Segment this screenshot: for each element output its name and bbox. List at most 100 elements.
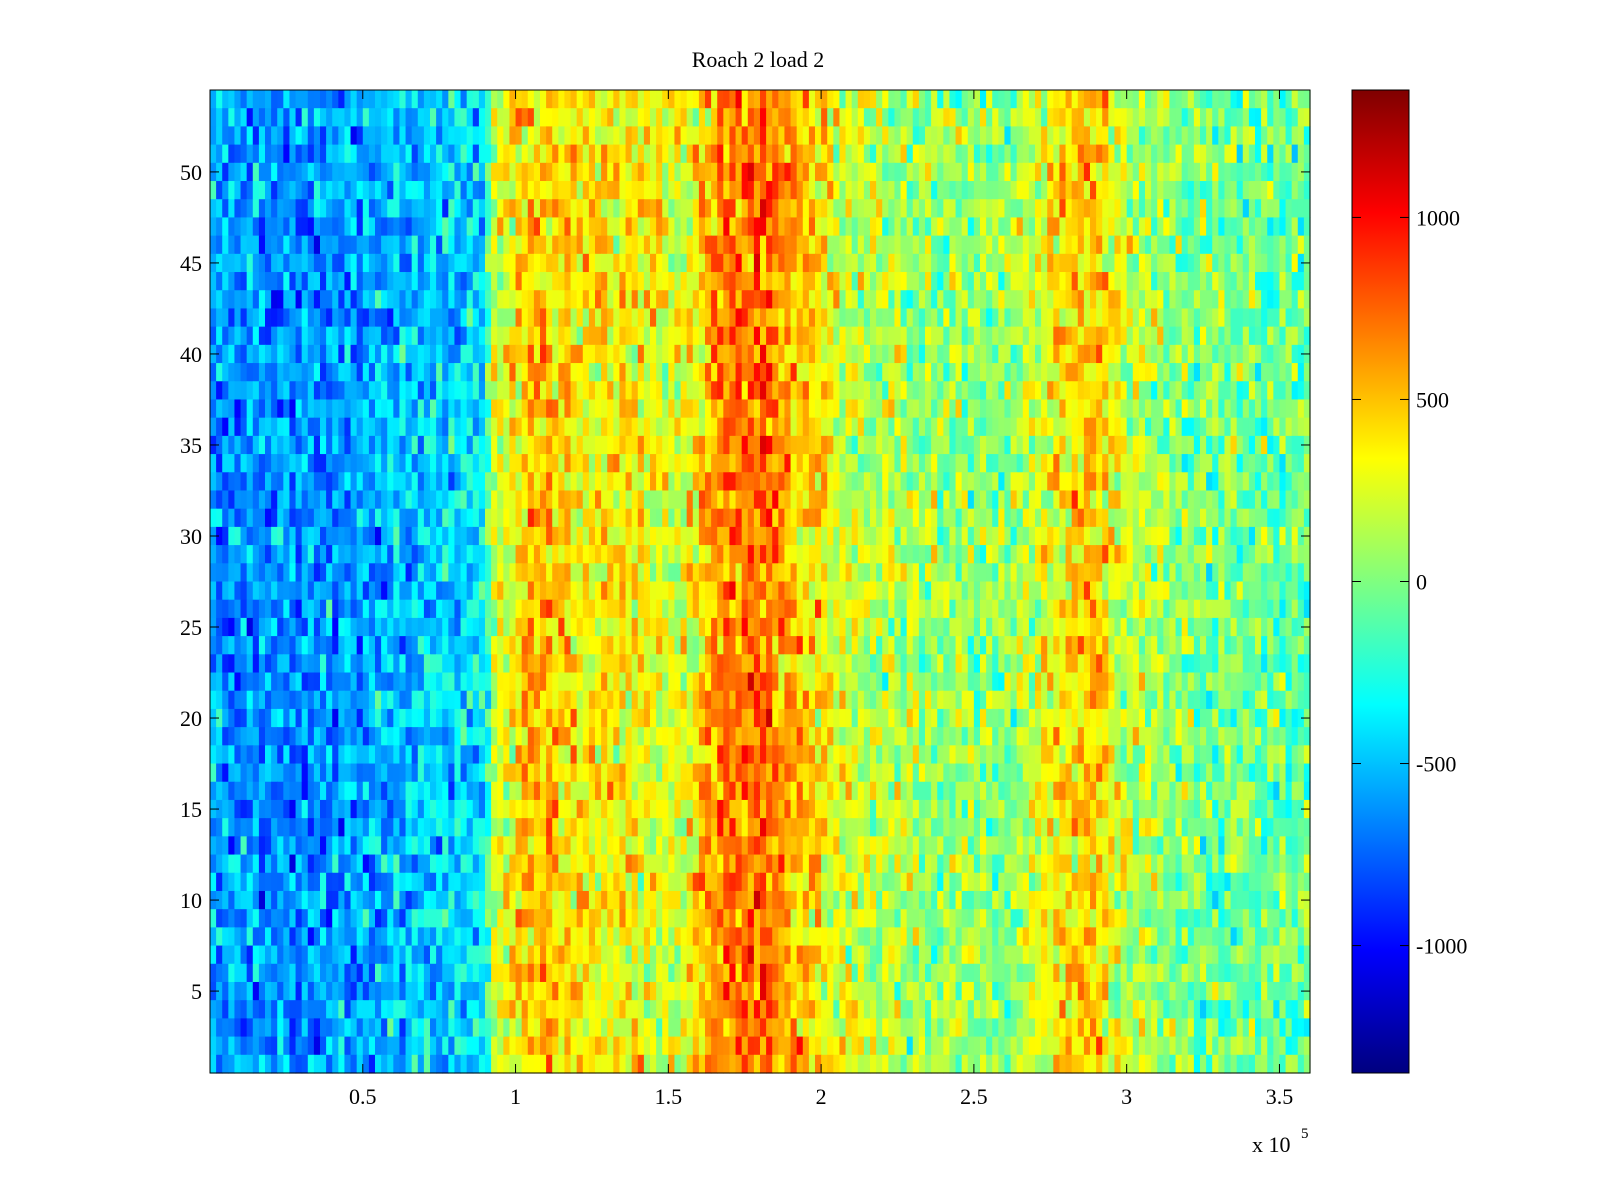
heatmap-cell [625,272,633,291]
heatmap-cell [436,217,443,237]
heatmap-cell [992,144,999,164]
heatmap-cell [234,454,242,473]
heatmap-cell [497,162,504,182]
heatmap-cell [625,526,633,546]
heatmap-cell [1004,435,1012,455]
heatmap-cell [570,217,578,237]
heatmap-cell [772,563,779,583]
heatmap-cell [1041,235,1048,255]
heatmap-cell [1132,381,1140,401]
heatmap-cell [961,308,969,328]
heatmap-cell [643,417,651,437]
heatmap-cell [423,272,431,291]
heatmap-cell [1163,454,1171,473]
heatmap-cell [320,90,327,109]
heatmap-cell [1248,545,1256,564]
heatmap-cell [1279,199,1287,219]
heatmap-cell [747,162,755,182]
heatmap-cell [1187,290,1195,310]
heatmap-cell [686,545,694,564]
heatmap-cell [258,344,266,364]
heatmap-cell [1212,126,1219,146]
heatmap-cell [833,144,841,164]
heatmap-cell [393,454,401,473]
heatmap-cell [1096,326,1103,346]
heatmap-cell [894,90,902,109]
heatmap-cell [1303,272,1311,291]
heatmap-cell [894,108,902,127]
heatmap-cell [301,508,309,528]
heatmap-cell [558,399,566,419]
heatmap-cell [808,399,816,419]
heatmap-cell [1285,490,1293,510]
heatmap-cell [656,253,663,273]
heatmap-cell [1114,454,1122,473]
heatmap-cell [320,526,327,546]
heatmap-cell [417,399,425,419]
heatmap-cell [851,363,859,382]
heatmap-cell [332,144,339,164]
heatmap-cell [888,399,896,419]
heatmap-cell [992,162,999,182]
heatmap-cell [509,472,517,492]
heatmap-cell [289,508,297,528]
heatmap-cell [570,363,578,382]
heatmap-cell [998,545,1006,564]
heatmap-cell [1255,326,1262,346]
heatmap-cell [356,526,364,546]
heatmap-cell [943,581,951,601]
heatmap-cell [265,290,272,310]
heatmap-cell [595,253,602,273]
heatmap-cell [570,181,578,200]
heatmap-cell [1303,563,1311,583]
heatmap-cell [527,217,535,237]
heatmap-cell [711,435,718,455]
heatmap-cell [210,290,217,310]
heatmap-cell [1004,108,1012,127]
heatmap-cell [332,199,339,219]
heatmap-cell [863,272,871,291]
heatmap-cell [1273,290,1281,310]
heatmap-cell [1077,344,1085,364]
heatmap-cell [344,344,352,364]
heatmap-cell [570,472,578,492]
heatmap-cell [1157,435,1164,455]
heatmap-cell [558,581,566,601]
heatmap-cell [943,326,951,346]
heatmap-cell [552,508,559,528]
heatmap-cell [417,272,425,291]
heatmap-cell [460,126,468,146]
heatmap-cell [1004,417,1012,437]
heatmap-cell [448,308,456,328]
heatmap-cell [1285,508,1293,528]
heatmap-cell [332,435,339,455]
heatmap-cell [729,581,737,601]
heatmap-cell [570,417,578,437]
heatmap-cell [613,235,621,255]
heatmap-cell [1138,181,1146,200]
heatmap-cell [662,508,669,528]
heatmap-cell [692,363,700,382]
heatmap-cell [784,363,792,382]
heatmap-cell [332,326,339,346]
heatmap-cell [399,326,407,346]
heatmap-cell [466,235,474,255]
heatmap-cell [662,435,669,455]
heatmap-cell [650,199,657,219]
heatmap-cell [796,162,804,182]
heatmap-cell [906,454,914,473]
heatmap-cell [1016,454,1024,473]
heatmap-cell [613,508,621,528]
heatmap-cell [692,108,700,127]
heatmap-cell [839,472,847,492]
heatmap-cell [766,344,773,364]
heatmap-cell [607,363,614,382]
heatmap-cell [546,217,553,237]
heatmap-cell [362,435,370,455]
heatmap-cell [1218,253,1226,273]
heatmap-cell [790,581,798,601]
heatmap-cell [662,326,669,346]
heatmap-cell [1126,563,1134,583]
heatmap-cell [405,490,413,510]
heatmap-cell [668,253,676,273]
